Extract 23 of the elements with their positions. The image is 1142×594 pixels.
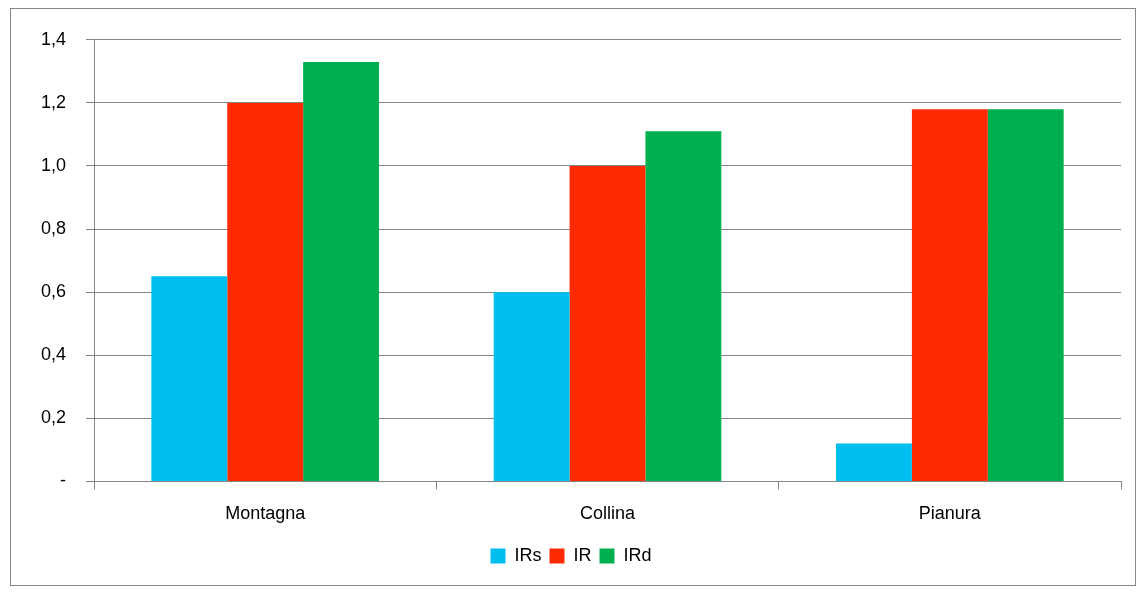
y-tick-label: 0,4 xyxy=(40,344,67,365)
bar xyxy=(227,102,304,481)
legend-label: IR xyxy=(573,544,592,565)
y-tick-label: - xyxy=(60,470,67,491)
bar xyxy=(836,443,912,481)
x-tick-label: Montagna xyxy=(225,503,307,524)
y-tick-label: 1,2 xyxy=(40,91,67,112)
x-tick-label: Collina xyxy=(580,503,637,524)
y-tick-label: 0,8 xyxy=(40,218,67,239)
y-tick-label: 1,4 xyxy=(40,28,67,49)
x-tick-label: Pianura xyxy=(918,503,982,524)
bar xyxy=(493,292,570,481)
bar xyxy=(645,131,722,481)
bar xyxy=(151,276,228,481)
y-tick-label: 0,6 xyxy=(40,281,67,302)
bar xyxy=(303,61,380,481)
y-tick-label: 0,2 xyxy=(40,407,67,428)
bar xyxy=(911,109,988,481)
legend-label: IRs xyxy=(514,544,542,565)
legend-label: IRd xyxy=(623,544,652,565)
bar xyxy=(569,165,646,481)
y-tick-label: 1,0 xyxy=(40,154,67,175)
bar xyxy=(987,109,1064,481)
